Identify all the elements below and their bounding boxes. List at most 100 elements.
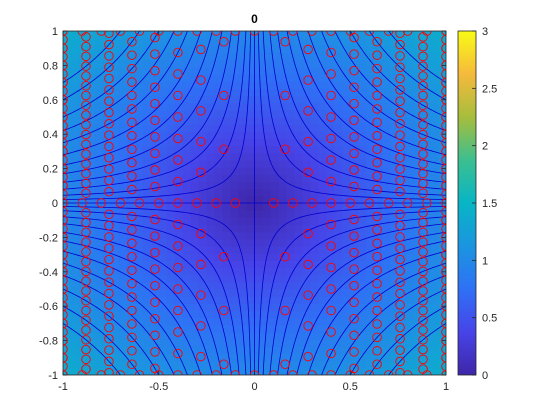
heatmap-cell [166, 238, 176, 247]
heatmap-cell [158, 289, 168, 297]
heatmap-cell [110, 224, 120, 233]
marker-point [150, 363, 160, 374]
marker-point [127, 90, 137, 101]
marker-point [81, 335, 91, 345]
marker-point [303, 44, 313, 55]
heatmap-cell [414, 145, 423, 154]
heatmap-cell [198, 324, 208, 333]
heatmap-cell [430, 152, 439, 161]
heatmap-cell [214, 109, 224, 118]
heatmap-cell [350, 339, 359, 347]
contour-line [321, 262, 446, 375]
heatmap-cell [230, 117, 240, 125]
heatmap-cell [126, 260, 136, 269]
heatmap-cell [318, 339, 327, 347]
heatmap-cell [206, 296, 216, 304]
marker-point [127, 359, 137, 370]
marker-point [150, 264, 160, 274]
marker-point [303, 167, 313, 178]
heatmap-cell [142, 353, 152, 362]
marker-point [372, 50, 382, 60]
heatmap-cell [278, 360, 288, 369]
heatmap-cell [134, 66, 144, 75]
heatmap-cell [174, 174, 184, 183]
heatmap-cell [246, 217, 256, 226]
heatmap-cell [190, 188, 200, 197]
heatmap-cell [238, 174, 248, 183]
marker-point [418, 335, 428, 345]
heatmap-cell [398, 124, 407, 132]
heatmap-cell [430, 188, 439, 197]
marker-point [372, 171, 382, 181]
marker-point [349, 264, 359, 274]
heatmap-cell [366, 253, 375, 261]
heatmap-cell [414, 102, 423, 111]
heatmap-cell [422, 117, 431, 125]
heatmap-cell [334, 296, 343, 304]
heatmap-cell [270, 289, 280, 297]
heatmap-cell [286, 310, 295, 319]
heatmap-cell [102, 332, 112, 340]
heatmap-cell [262, 138, 272, 147]
heatmap-cell [366, 296, 375, 304]
heatmap-cell [374, 52, 383, 61]
heatmap-cell [406, 231, 415, 240]
heatmap-cell [430, 339, 439, 347]
heatmap-cell [374, 346, 383, 355]
marker-point [104, 209, 114, 220]
heatmap-cell [382, 109, 391, 118]
heatmap-cell [398, 238, 407, 247]
heatmap-cell [406, 253, 415, 261]
heatmap-cell [342, 45, 351, 54]
heatmap-cell [166, 109, 176, 118]
heatmap-cell [246, 224, 256, 233]
marker-point [104, 119, 114, 129]
heatmap-cell [182, 152, 192, 161]
heatmap-cell [342, 95, 351, 104]
heatmap-cell [278, 152, 288, 161]
marker-point [326, 69, 336, 79]
heatmap-cell [246, 346, 256, 355]
heatmap-cell [150, 52, 160, 61]
heatmap-cell [86, 367, 96, 375]
heatmap-cell [310, 267, 319, 276]
heatmap-cell [86, 317, 96, 326]
heatmap-cell [398, 74, 407, 82]
heatmap-cell [246, 339, 256, 347]
heatmap-cell [318, 88, 327, 97]
heatmap-cell [142, 231, 152, 240]
heatmap-cell [438, 160, 446, 168]
marker-point [219, 37, 229, 47]
heatmap-cell [326, 88, 335, 97]
heatmap-cell [222, 38, 232, 46]
heatmap-cell [342, 152, 351, 161]
heatmap-cell [238, 203, 248, 211]
heatmap-cell [422, 332, 431, 340]
heatmap-cell [190, 138, 200, 147]
heatmap-cell [366, 124, 375, 132]
marker-point [395, 254, 405, 265]
heatmap-cell [78, 332, 88, 340]
heatmap-cell [182, 81, 192, 89]
heatmap-cell [342, 224, 351, 233]
heatmap-cell [310, 102, 319, 111]
heatmap-cell [166, 360, 176, 369]
heatmap-cell [382, 317, 391, 326]
heatmap-cell [374, 131, 383, 140]
heatmap-cell [334, 138, 343, 147]
heatmap-cell [358, 160, 367, 168]
heatmap-cell [350, 52, 359, 61]
heatmap-cell [134, 81, 144, 89]
heatmap-cell [94, 231, 104, 240]
heatmap-cell [326, 152, 335, 161]
heatmap-cell [334, 38, 343, 46]
heatmap-cell [398, 145, 407, 154]
heatmap-cell [278, 238, 288, 247]
marker-point [395, 356, 405, 367]
marker-point [349, 132, 359, 142]
heatmap-cell [374, 145, 383, 154]
marker-point [395, 243, 405, 254]
heatmap-cell [182, 238, 192, 247]
marker-point [104, 164, 114, 174]
heatmap-cell [374, 174, 383, 183]
